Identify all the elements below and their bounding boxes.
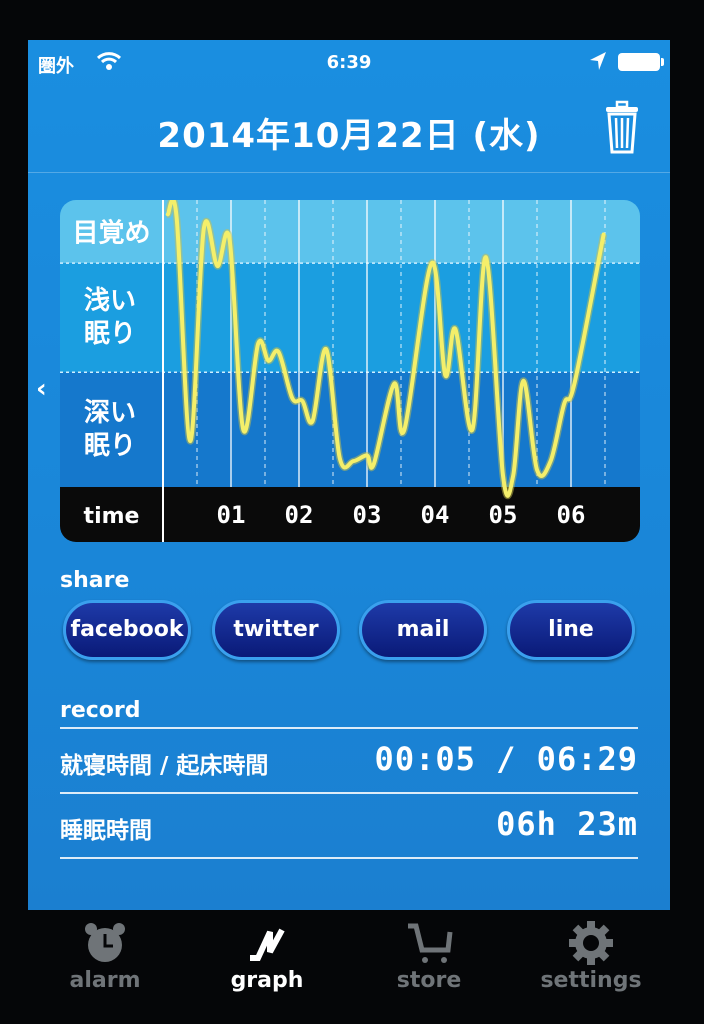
record-label: record [60,698,141,723]
twitter-button[interactable]: twitter [212,600,340,660]
bedtime-waketime-value: 00:05 / 06:29 [374,740,638,778]
alarm-clock-icon [85,923,125,962]
bedtime-waketime-label: 就寝時間 / 起床時間 [60,753,269,779]
tab-label: settings [540,968,642,993]
share-label: share [60,568,130,593]
divider [60,727,638,729]
tab-label: alarm [69,968,141,993]
sleep-duration-value: 06h 23m [496,805,638,843]
y-label-light-sleep: 浅い眠り [83,286,136,349]
y-label-deep-sleep: 深い眠り [83,398,136,461]
x-tick-label: 06 [557,501,586,529]
x-tick-label: 01 [217,501,246,529]
sleep-chart: 目覚め time 01 02 03 04 05 06 [60,200,640,542]
x-tick-label: 04 [421,501,450,529]
cart-icon [408,923,453,963]
tab-label: graph [230,968,304,993]
y-label-awake: 目覚め [72,219,150,249]
time-axis-bar [60,487,640,542]
battery-icon [618,53,664,71]
x-axis-label: time [84,504,140,529]
chevron-left-icon[interactable]: ‹ [36,374,47,404]
band-deep-sleep [60,372,640,487]
header-divider [28,172,670,173]
tab-store[interactable]: store [354,920,504,993]
divider [60,857,638,859]
tab-settings[interactable]: settings [516,920,666,993]
sleep-depth-line [165,200,606,498]
carrier-label: 圏外 [38,56,74,77]
divider [60,792,638,794]
band-awake [60,200,640,264]
location-arrow-icon [590,52,606,70]
band-light-sleep [60,263,640,373]
tab-graph[interactable]: graph [192,920,342,993]
page-title: 2014年10月22日 (水) [157,116,541,156]
status-time: 6:39 [326,52,372,73]
status-bar: 圏外 6:39 [28,40,670,84]
trash-icon[interactable] [604,100,640,154]
graph-icon [250,928,285,961]
line-button[interactable]: line [507,600,635,660]
x-tick-label: 05 [489,501,518,529]
header: 2014年10月22日 (水) [28,100,670,170]
gear-icon [569,921,613,965]
sleep-duration-label: 睡眠時間 [60,818,152,844]
wifi-icon [96,52,122,70]
app-screen: 圏外 6:39 2014年10月22日 (水) ‹ 目覚め time 01 02 03 0… [28,40,670,910]
tab-alarm[interactable]: alarm [30,920,180,993]
tab-bar: alarm graph store settings [0,910,704,1024]
facebook-button[interactable]: facebook [63,600,191,660]
tab-label: store [396,968,462,993]
mail-button[interactable]: mail [359,600,487,660]
x-tick-label: 03 [353,501,382,529]
x-tick-label: 02 [285,501,314,529]
chart-body: 目覚め time 01 02 03 04 05 06 [60,200,640,542]
